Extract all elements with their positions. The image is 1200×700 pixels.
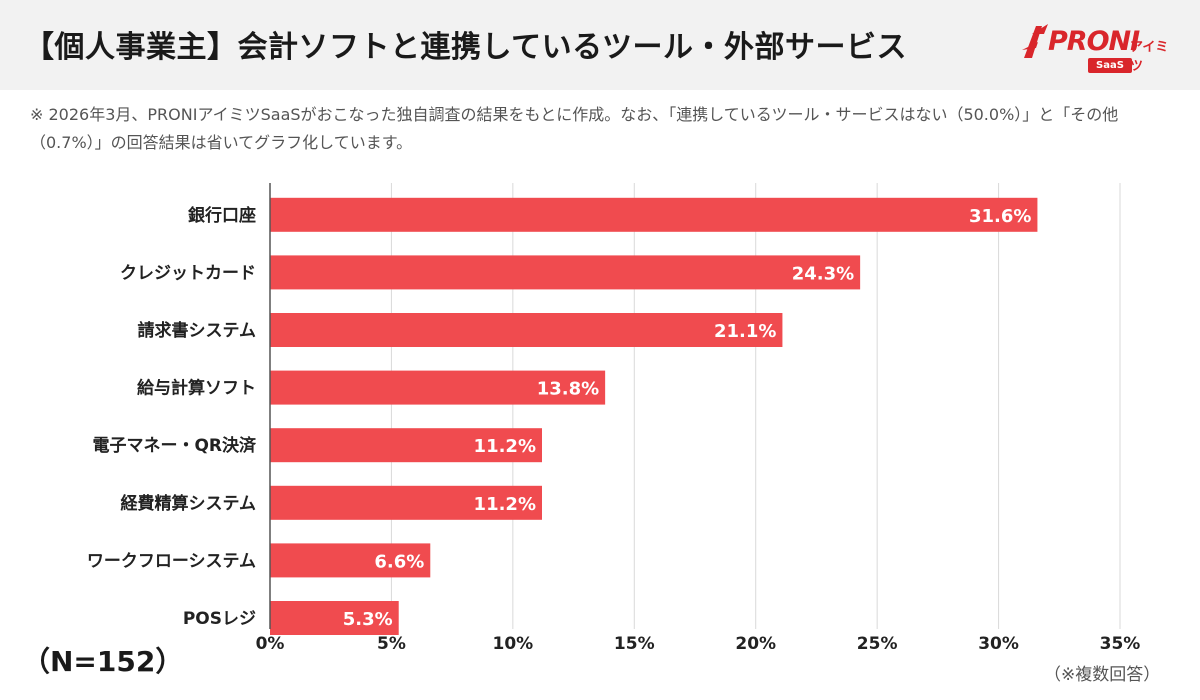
bar	[270, 197, 1038, 232]
bar	[270, 543, 431, 578]
x-tick-label: 15%	[614, 634, 655, 654]
bar	[270, 485, 542, 520]
bar	[270, 313, 783, 347]
bar	[270, 428, 542, 463]
x-tick-label: 30%	[978, 634, 1019, 654]
bar	[270, 601, 399, 635]
value-label: 31.6%	[969, 206, 1031, 227]
x-tick-label: 35%	[1100, 634, 1141, 654]
sample-size-label: （N=152）	[22, 645, 184, 678]
survey-note: ※ 2026年3月、PRONIアイミツSaaSがおこなった独自調査の結果をもとに…	[30, 105, 1119, 152]
value-label: 6.6%	[374, 551, 424, 572]
category-label: クレジットカード	[120, 263, 256, 283]
multiple-answer-note: （※複数回答）	[1044, 665, 1161, 685]
value-label: 11.2%	[474, 494, 536, 515]
category-label: 請求書システム	[138, 320, 257, 341]
bar	[270, 370, 606, 405]
x-tick-label: 25%	[857, 634, 898, 654]
value-label: 13.8%	[537, 379, 599, 400]
proni-logo: PRONI アイミツ SaaS	[1018, 18, 1178, 74]
bar	[270, 255, 861, 290]
logo-saas-badge: SaaS	[1088, 58, 1132, 73]
logo-kana: アイミツ	[1130, 40, 1169, 74]
x-tick-label: 5%	[377, 634, 406, 654]
header-bar: 【個人事業主】会計ソフトと連携しているツール・外部サービス PRONI アイミツ…	[0, 0, 1200, 90]
value-label: 21.1%	[714, 321, 776, 342]
category-label: 電子マネー・QR決済	[92, 435, 257, 456]
category-label: 給与計算ソフト	[137, 378, 256, 399]
value-label: 24.3%	[792, 263, 854, 284]
logo-mark-icon	[1022, 24, 1048, 58]
logo-wordmark: PRONI	[1048, 26, 1140, 57]
x-tick-label: 10%	[493, 634, 534, 654]
x-tick-label: 0%	[256, 634, 285, 654]
page-title: 【個人事業主】会計ソフトと連携しているツール・外部サービス	[24, 30, 907, 65]
category-label: 銀行口座	[188, 205, 256, 226]
value-label: 11.2%	[474, 436, 536, 457]
value-label: 5.3%	[343, 609, 393, 630]
category-label: POSレジ	[183, 609, 256, 629]
category-label: 経費精算システム	[121, 493, 257, 514]
category-label: ワークフローシステム	[87, 551, 256, 571]
x-tick-label: 20%	[735, 634, 776, 654]
